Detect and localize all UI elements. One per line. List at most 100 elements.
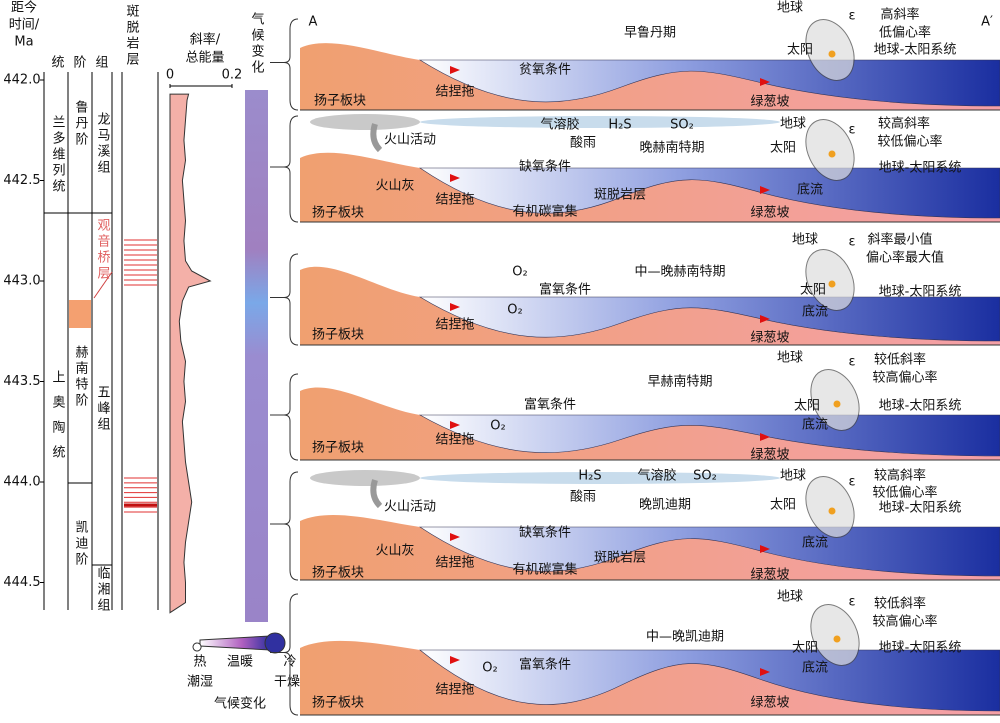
- panel-label: 较高偏心率: [872, 370, 937, 386]
- panel-label: 底流: [802, 304, 828, 320]
- axis-tick-label: 443.0: [3, 274, 40, 289]
- curve-area: [169, 93, 212, 614]
- panel-label: 绿葱坡: [750, 331, 789, 346]
- aerosol-cloud: [420, 116, 780, 128]
- panel-label: 贫氧条件: [519, 62, 571, 78]
- flag: [450, 174, 460, 182]
- panel-label: O₂: [482, 661, 497, 676]
- panel-label: 酸雨: [570, 136, 596, 151]
- section-label: A: [309, 15, 318, 30]
- orbit: [810, 604, 860, 666]
- red-link: [93, 271, 113, 299]
- brace: [283, 18, 299, 111]
- axis-tick-label: 442.5: [3, 173, 40, 188]
- sun: [828, 50, 836, 58]
- panel-label: 底流: [802, 660, 828, 676]
- sun: [828, 507, 836, 515]
- panel-label: 较低偏心率: [872, 485, 937, 501]
- section-label: A′: [981, 15, 993, 30]
- panel-label: 太阳: [792, 641, 818, 656]
- panel-label: 结捏拖: [435, 318, 474, 333]
- thermometer: [199, 635, 271, 651]
- panel-label: 扬子板块: [312, 328, 364, 343]
- axis-title: 时间/: [9, 18, 40, 33]
- orbit: [810, 369, 860, 431]
- plume: [370, 123, 383, 153]
- panel-label: 有机碳富集: [512, 562, 577, 578]
- plume: [370, 479, 383, 509]
- panel-label: 绿葱坡: [750, 206, 789, 221]
- panel-label: 较低斜率: [874, 596, 926, 612]
- stage-label: 凯迪阶: [72, 520, 88, 568]
- brace: [283, 115, 299, 223]
- flag: [450, 656, 460, 664]
- column-header: 阶: [73, 56, 86, 71]
- panel-label: 中—晚凯迪期: [646, 630, 724, 645]
- panel-label: 晚凯迪期: [639, 498, 691, 513]
- panel-label: 中—晚赫南特期: [634, 264, 725, 280]
- panel-label: 结捏拖: [435, 85, 474, 100]
- flag: [760, 78, 770, 86]
- panel-label: 扬子板块: [314, 94, 366, 109]
- panel-label: 扬子板块: [312, 696, 364, 711]
- column-header: 组: [95, 56, 108, 71]
- panel-label: 地球-太阳系统: [874, 43, 957, 58]
- climate-legend: 潮湿: [187, 675, 213, 690]
- climate-bar: [245, 90, 268, 622]
- panel-label: 扬子板块: [312, 566, 364, 581]
- panel-label: 地球: [780, 469, 806, 484]
- sea: [418, 59, 1000, 107]
- column-header: 斑脱岩层: [123, 4, 139, 68]
- flag: [450, 533, 460, 541]
- brace: [283, 253, 299, 346]
- panel-label: 缺氧条件: [519, 159, 571, 175]
- panel-label: 较高斜率: [878, 116, 930, 132]
- orbit: [805, 19, 855, 81]
- orbit: [805, 249, 855, 311]
- land: [300, 514, 1000, 580]
- panel-label: H₂S: [608, 118, 631, 133]
- formation-label: 五峰组: [94, 385, 110, 433]
- brace: [283, 471, 299, 581]
- panel-label: 酸雨: [570, 490, 596, 505]
- sea: [419, 167, 1000, 219]
- aerosol-cloud: [420, 472, 780, 484]
- panel-label: O₂: [490, 419, 505, 434]
- panel-label: 地球: [780, 117, 806, 132]
- orbit: [805, 119, 855, 181]
- axis-title: 距今: [11, 0, 37, 16]
- curve-tick-label: 0: [166, 68, 174, 83]
- climate-legend: 热: [193, 655, 206, 670]
- panel-label: 较低偏心率: [877, 134, 942, 150]
- sun: [828, 280, 836, 288]
- panel-label: 地球-太阳系统: [879, 285, 962, 300]
- orbit: [805, 476, 855, 538]
- panel-label: 地球-太阳系统: [879, 501, 962, 516]
- panel-label: 底流: [802, 417, 828, 433]
- axis-tick-label: 443.5: [3, 374, 40, 389]
- land: [300, 266, 1000, 345]
- panel-label: 富氧条件: [539, 282, 591, 298]
- panel-label: 斑脱岩层: [594, 551, 646, 566]
- panel-label: 结捏拖: [435, 193, 474, 208]
- curve-header: 斜率/: [190, 32, 221, 48]
- column-header: 统: [51, 56, 64, 71]
- panel-label: 绿葱坡: [750, 696, 789, 711]
- panel-label: ε: [848, 595, 855, 610]
- formation-label: 临湘组: [94, 566, 110, 614]
- panel-label: 火山灰: [375, 544, 414, 559]
- sea: [418, 296, 1000, 342]
- panel-label: 地球: [777, 1, 803, 16]
- axis-tick-label: 444.0: [3, 475, 40, 490]
- axis-tick-label: 444.5: [3, 575, 40, 590]
- panel-label: 结捏拖: [435, 433, 474, 448]
- climate-legend: 气候变化: [214, 696, 266, 712]
- stage-label: 赫南特阶: [72, 345, 88, 409]
- panel-label: 晚赫南特期: [639, 140, 704, 156]
- sea: [418, 414, 1000, 457]
- land: [300, 43, 1000, 110]
- axis-tick-label: 442.0: [3, 73, 40, 88]
- panel-label: 斑脱岩层: [594, 188, 646, 203]
- panel-label: 太阳: [800, 283, 826, 298]
